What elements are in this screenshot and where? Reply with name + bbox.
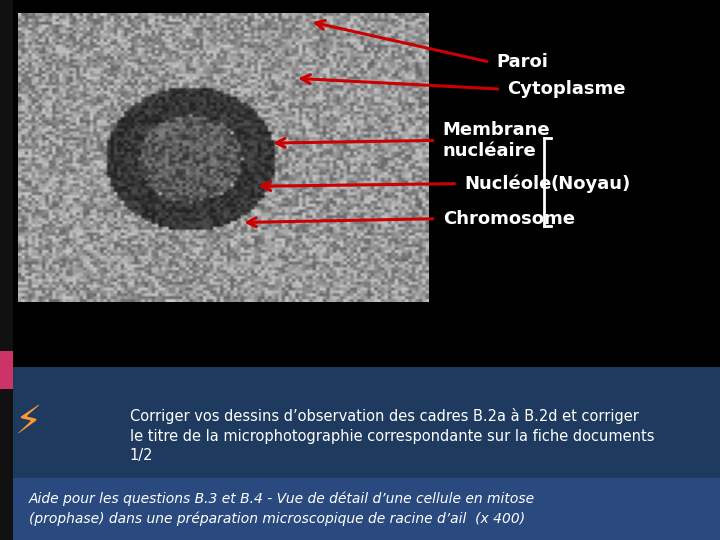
Text: ⚡: ⚡ xyxy=(15,402,42,440)
Polygon shape xyxy=(0,0,720,367)
Polygon shape xyxy=(13,478,720,540)
Polygon shape xyxy=(0,0,13,540)
Text: Aide pour les questions B.3 et B.4 - Vue de détail d’une cellule en mitose
(prop: Aide pour les questions B.3 et B.4 - Vue… xyxy=(29,491,535,526)
Text: Paroi: Paroi xyxy=(497,53,549,71)
Text: Chromosome: Chromosome xyxy=(443,210,575,228)
Text: (Noyau): (Noyau) xyxy=(551,174,631,193)
Polygon shape xyxy=(0,351,13,389)
Text: Membrane
nucléaire: Membrane nucléaire xyxy=(443,121,550,160)
Text: Corriger vos dessins d’observation des cadres B.2a à B.2d et corriger
le titre d: Corriger vos dessins d’observation des c… xyxy=(130,408,654,463)
Polygon shape xyxy=(18,14,428,302)
Text: Cytoplasme: Cytoplasme xyxy=(508,80,626,98)
Polygon shape xyxy=(0,367,720,540)
Text: Nucléole: Nucléole xyxy=(464,174,552,193)
